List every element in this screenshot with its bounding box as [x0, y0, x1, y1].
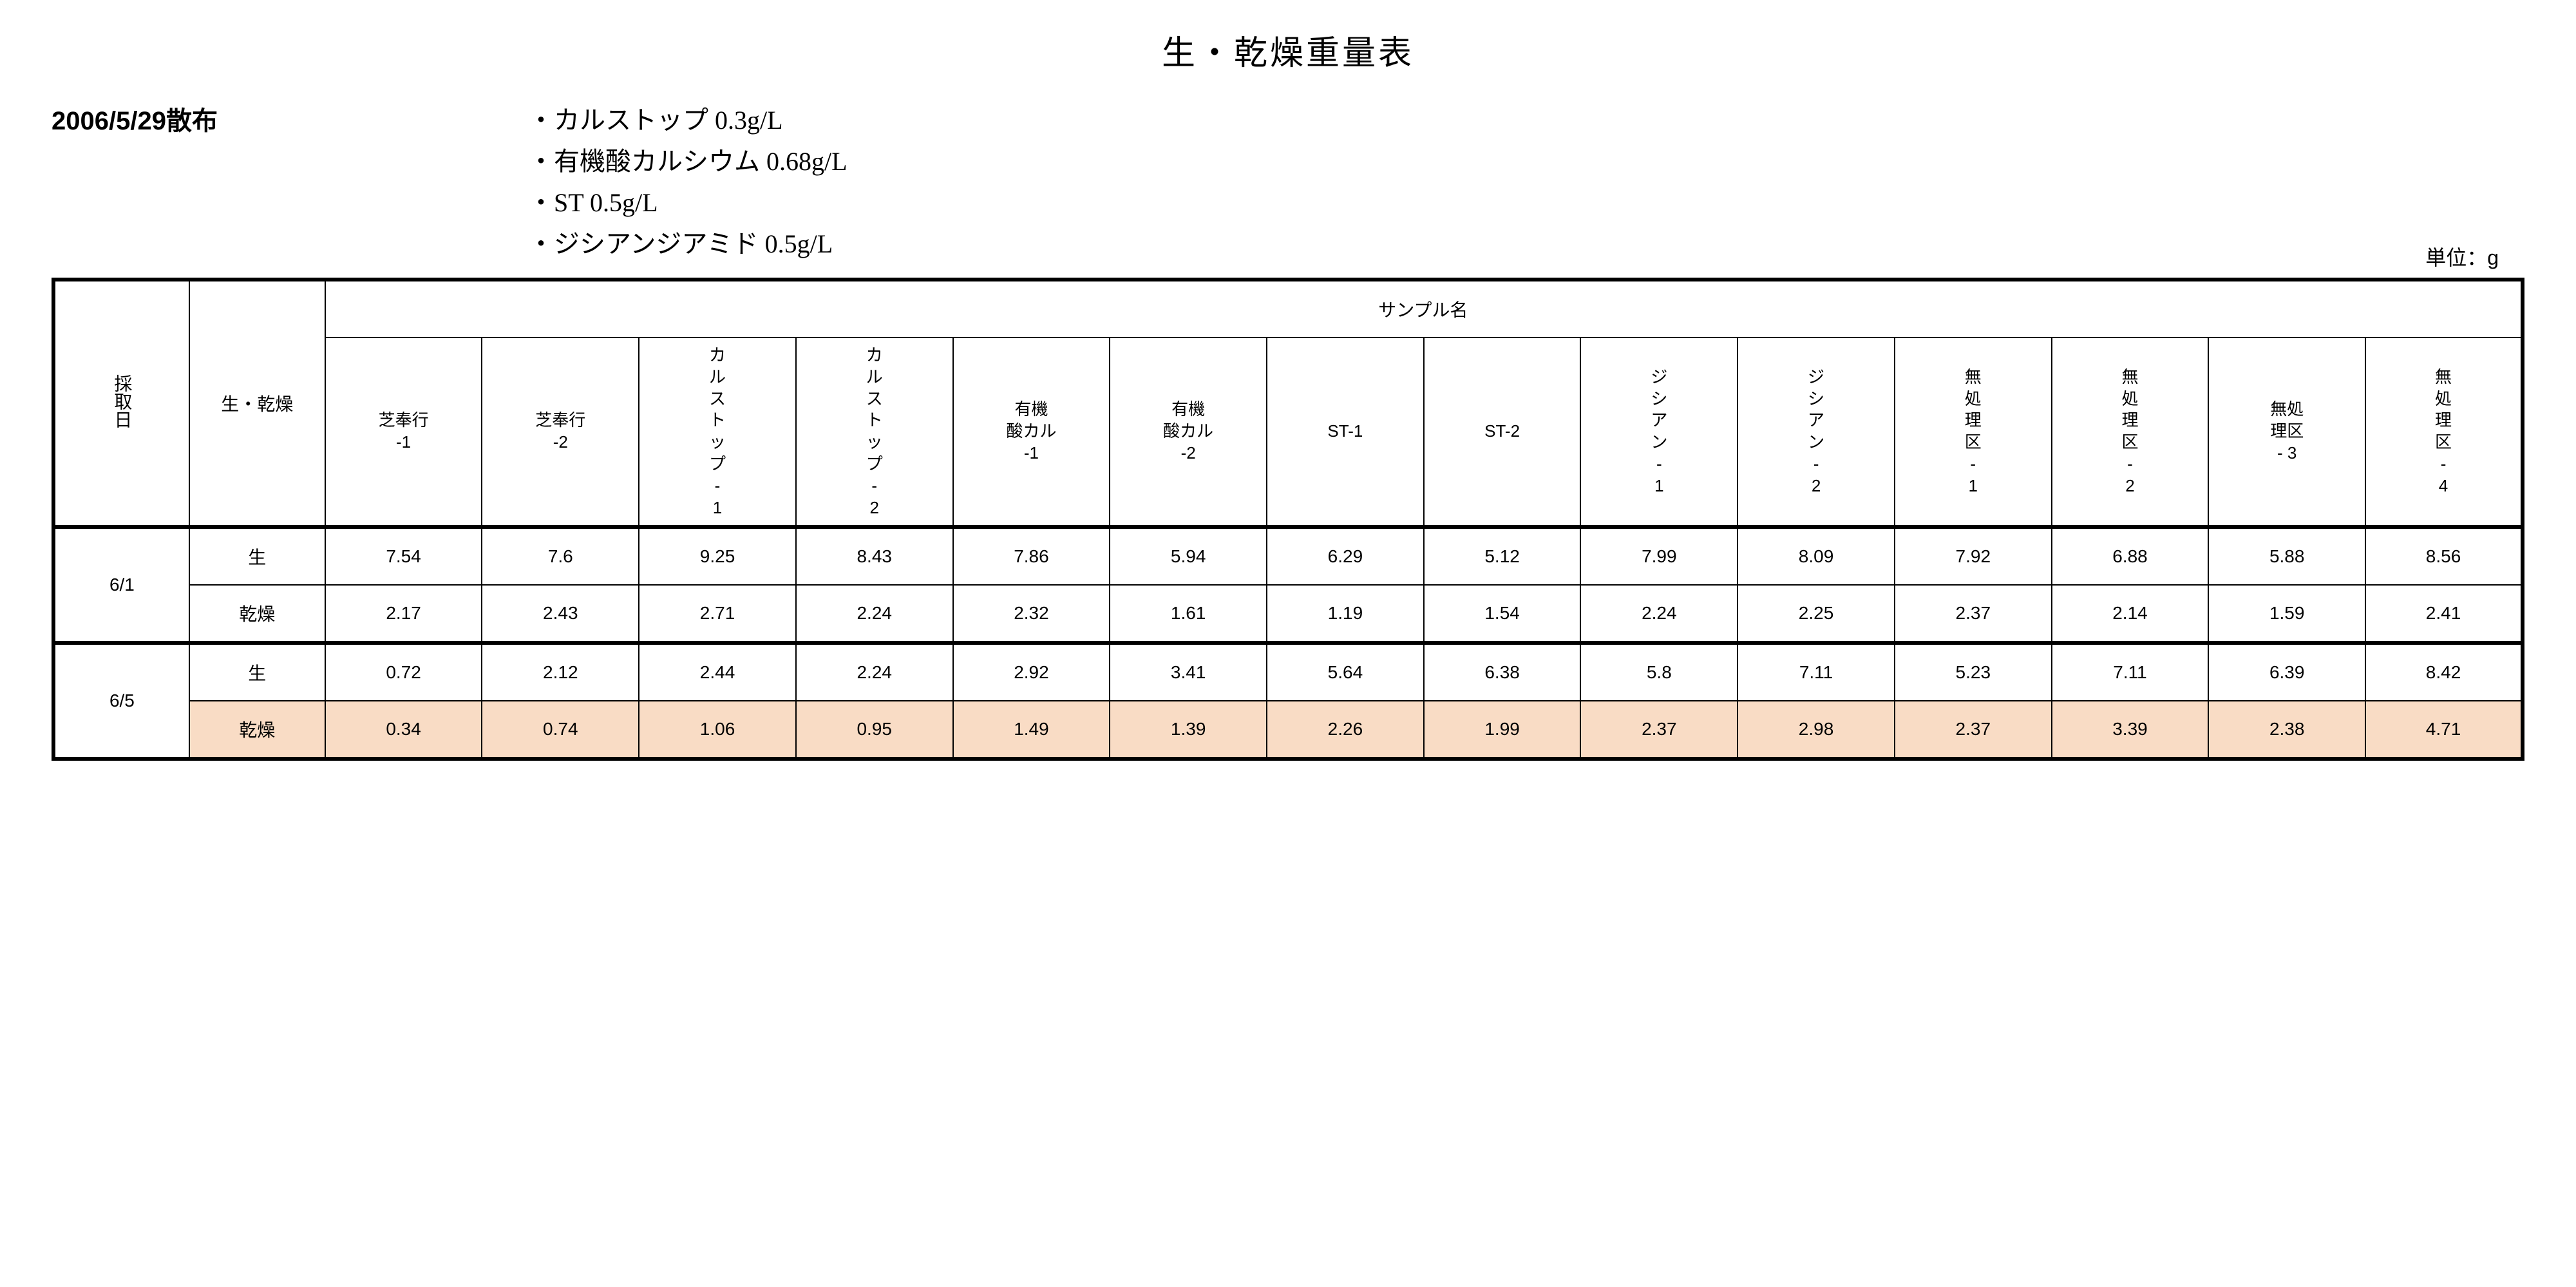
- data-cell: 1.61: [1110, 585, 1267, 643]
- col-header-sample: 無処理区-2: [2052, 338, 2209, 527]
- col-header-sample: 有機酸カル-1: [953, 338, 1110, 527]
- data-cell: 2.43: [482, 585, 639, 643]
- type-cell-fresh: 生: [189, 643, 325, 701]
- data-cell: 7.86: [953, 527, 1110, 585]
- data-cell: 2.24: [1580, 585, 1738, 643]
- type-cell-fresh: 生: [189, 527, 325, 585]
- col-header-sample: ST-2: [1424, 338, 1581, 527]
- data-cell: 1.06: [639, 701, 796, 759]
- data-cell: 3.41: [1110, 643, 1267, 701]
- unit-label: 単位：g: [2425, 242, 2499, 271]
- data-cell: 1.54: [1424, 585, 1581, 643]
- data-cell: 2.38: [2208, 701, 2365, 759]
- data-cell: 0.34: [325, 701, 482, 759]
- data-cell: 4.71: [2365, 701, 2523, 759]
- date-cell: 6/5: [53, 643, 189, 759]
- col-header-sample: 有機酸カル-2: [1110, 338, 1267, 527]
- data-cell: 7.11: [1738, 643, 1895, 701]
- data-cell: 2.24: [796, 643, 953, 701]
- col-header-sample: 無処理区-4: [2365, 338, 2523, 527]
- treatment-item: カルストップ 0.3g/L: [528, 100, 2524, 141]
- data-cell: 6.38: [1424, 643, 1581, 701]
- data-cell: 1.99: [1424, 701, 1581, 759]
- data-cell: 5.23: [1895, 643, 2052, 701]
- data-cell: 2.44: [639, 643, 796, 701]
- col-header-sample: 芝奉行-2: [482, 338, 639, 527]
- data-cell: 5.8: [1580, 643, 1738, 701]
- treatment-item: ST 0.5g/L: [528, 182, 2524, 224]
- data-cell: 2.24: [796, 585, 953, 643]
- data-cell: 0.95: [796, 701, 953, 759]
- data-cell: 2.41: [2365, 585, 2523, 643]
- spray-date-label: 2006/5/29散布: [52, 100, 218, 137]
- col-header-sample: カルストップ-2: [796, 338, 953, 527]
- data-cell: 1.39: [1110, 701, 1267, 759]
- data-cell: 2.26: [1267, 701, 1424, 759]
- data-cell: 2.14: [2052, 585, 2209, 643]
- data-cell: 7.6: [482, 527, 639, 585]
- col-header-sample: 無処理区-1: [1895, 338, 2052, 527]
- data-cell: 7.54: [325, 527, 482, 585]
- data-cell: 5.94: [1110, 527, 1267, 585]
- col-header-date: 採取日: [53, 280, 189, 527]
- header-block: 2006/5/29散布 カルストップ 0.3g/L 有機酸カルシウム 0.68g…: [52, 100, 2524, 265]
- data-cell: 1.19: [1267, 585, 1424, 643]
- col-header-sample: カルストップ-1: [639, 338, 796, 527]
- data-cell: 2.37: [1580, 701, 1738, 759]
- data-cell: 7.99: [1580, 527, 1738, 585]
- data-cell: 2.25: [1738, 585, 1895, 643]
- data-cell: 5.12: [1424, 527, 1581, 585]
- data-cell: 0.72: [325, 643, 482, 701]
- treatment-item: ジシアンジアミド 0.5g/L: [528, 224, 2524, 265]
- col-header-sample: 芝奉行-1: [325, 338, 482, 527]
- data-cell: 2.98: [1738, 701, 1895, 759]
- data-cell: 7.92: [1895, 527, 2052, 585]
- type-cell-dry: 乾燥: [189, 701, 325, 759]
- col-header-sample: ST-1: [1267, 338, 1424, 527]
- weight-table: 採取日 生・乾燥 サンプル名 芝奉行-1芝奉行-2カルストップ-1カルストップ-…: [52, 278, 2524, 761]
- data-cell: 2.17: [325, 585, 482, 643]
- data-cell: 2.92: [953, 643, 1110, 701]
- treatments-list: カルストップ 0.3g/L 有機酸カルシウム 0.68g/L ST 0.5g/L…: [528, 100, 2524, 265]
- data-cell: 6.39: [2208, 643, 2365, 701]
- treatment-item: 有機酸カルシウム 0.68g/L: [528, 141, 2524, 182]
- col-header-sample-group: サンプル名: [325, 280, 2523, 338]
- page-title: 生・乾燥重量表: [52, 26, 2524, 74]
- col-header-sample: 無処理区- 3: [2208, 338, 2365, 527]
- data-cell: 2.32: [953, 585, 1110, 643]
- data-cell: 0.74: [482, 701, 639, 759]
- data-cell: 8.43: [796, 527, 953, 585]
- col-header-type: 生・乾燥: [189, 280, 325, 527]
- data-cell: 2.12: [482, 643, 639, 701]
- data-cell: 9.25: [639, 527, 796, 585]
- data-cell: 2.71: [639, 585, 796, 643]
- col-header-sample: ジシアン-2: [1738, 338, 1895, 527]
- data-cell: 1.49: [953, 701, 1110, 759]
- data-cell: 8.56: [2365, 527, 2523, 585]
- data-cell: 8.42: [2365, 643, 2523, 701]
- data-cell: 1.59: [2208, 585, 2365, 643]
- data-cell: 6.88: [2052, 527, 2209, 585]
- data-cell: 2.37: [1895, 585, 2052, 643]
- date-cell: 6/1: [53, 527, 189, 643]
- data-cell: 5.88: [2208, 527, 2365, 585]
- data-cell: 2.37: [1895, 701, 2052, 759]
- data-cell: 6.29: [1267, 527, 1424, 585]
- data-cell: 5.64: [1267, 643, 1424, 701]
- data-cell: 8.09: [1738, 527, 1895, 585]
- type-cell-dry: 乾燥: [189, 585, 325, 643]
- data-cell: 3.39: [2052, 701, 2209, 759]
- col-header-sample: ジシアン-1: [1580, 338, 1738, 527]
- data-cell: 7.11: [2052, 643, 2209, 701]
